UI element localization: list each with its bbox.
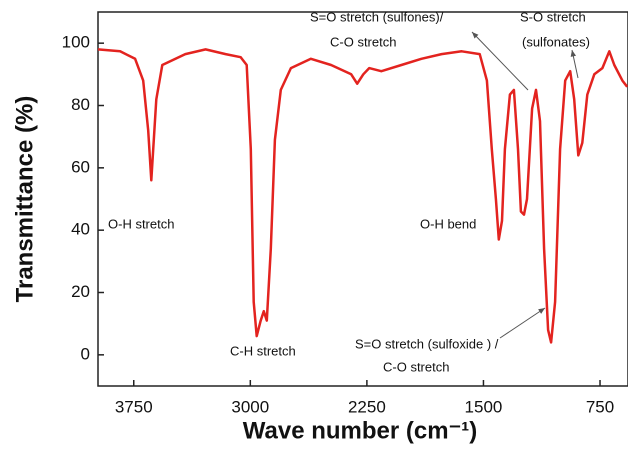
- x-tick-label: 1500: [465, 397, 503, 416]
- y-axis-label: Transmittance (%): [11, 96, 38, 303]
- y-tick-label: 20: [71, 282, 90, 301]
- arrow-head: [570, 50, 577, 57]
- annotation: C-O stretch: [330, 34, 396, 49]
- annotation: S-O stretch: [520, 9, 586, 24]
- x-tick-label: 750: [586, 397, 614, 416]
- x-tick-label: 3000: [231, 397, 269, 416]
- annotation: S=O stretch (sulfoxide ) /: [355, 336, 499, 351]
- arrow-line: [499, 307, 546, 339]
- y-tick-label: 40: [71, 220, 90, 239]
- annotation: S=O stretch (sulfones)/: [310, 9, 444, 24]
- arrow-line: [471, 31, 529, 91]
- y-tick-label: 60: [71, 157, 90, 176]
- spectrum-line: [97, 48, 628, 344]
- annotation: O-H stretch: [108, 216, 174, 231]
- arrow-head: [472, 32, 479, 39]
- annotation: C-O stretch: [383, 359, 449, 374]
- y-tick-label: 80: [71, 95, 90, 114]
- y-tick-label: 0: [81, 344, 90, 363]
- plot-frame: [97, 11, 628, 387]
- annotation: O-H bend: [420, 216, 476, 231]
- annotation: C-H stretch: [230, 343, 296, 358]
- x-axis-label: Wave number (cm⁻¹): [243, 417, 477, 444]
- y-tick-label: 100: [62, 33, 90, 52]
- annotation: (sulfonates): [522, 34, 590, 49]
- arrow-head: [538, 308, 545, 314]
- x-tick-label: 3750: [115, 397, 153, 416]
- x-tick-label: 2250: [348, 397, 386, 416]
